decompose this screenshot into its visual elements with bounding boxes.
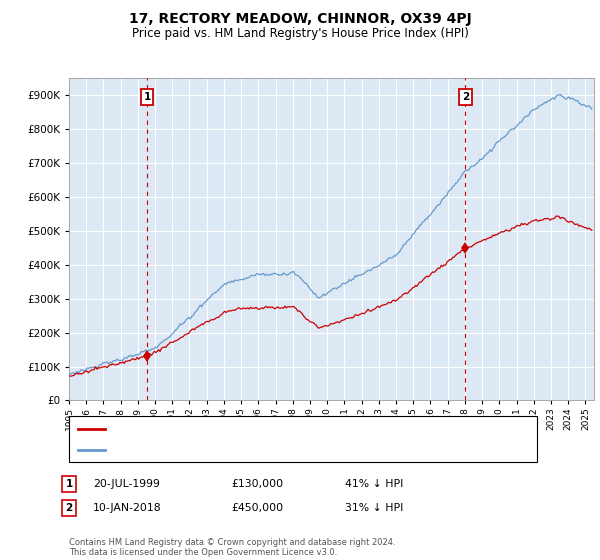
Text: 2: 2 [65,503,73,513]
Text: 1: 1 [65,479,73,489]
Text: 2: 2 [462,92,469,102]
Text: 20-JUL-1999: 20-JUL-1999 [93,479,160,489]
Text: Price paid vs. HM Land Registry's House Price Index (HPI): Price paid vs. HM Land Registry's House … [131,27,469,40]
Text: 17, RECTORY MEADOW, CHINNOR, OX39 4PJ (detached house): 17, RECTORY MEADOW, CHINNOR, OX39 4PJ (d… [110,424,420,434]
Text: £130,000: £130,000 [231,479,283,489]
Text: 17, RECTORY MEADOW, CHINNOR, OX39 4PJ: 17, RECTORY MEADOW, CHINNOR, OX39 4PJ [128,12,472,26]
Text: 31% ↓ HPI: 31% ↓ HPI [345,503,403,513]
Text: £450,000: £450,000 [231,503,283,513]
Text: Contains HM Land Registry data © Crown copyright and database right 2024.
This d: Contains HM Land Registry data © Crown c… [69,538,395,557]
Text: 41% ↓ HPI: 41% ↓ HPI [345,479,403,489]
Text: 1: 1 [143,92,151,102]
Text: HPI: Average price, detached house, South Oxfordshire: HPI: Average price, detached house, Sout… [110,445,385,455]
Text: 10-JAN-2018: 10-JAN-2018 [93,503,161,513]
